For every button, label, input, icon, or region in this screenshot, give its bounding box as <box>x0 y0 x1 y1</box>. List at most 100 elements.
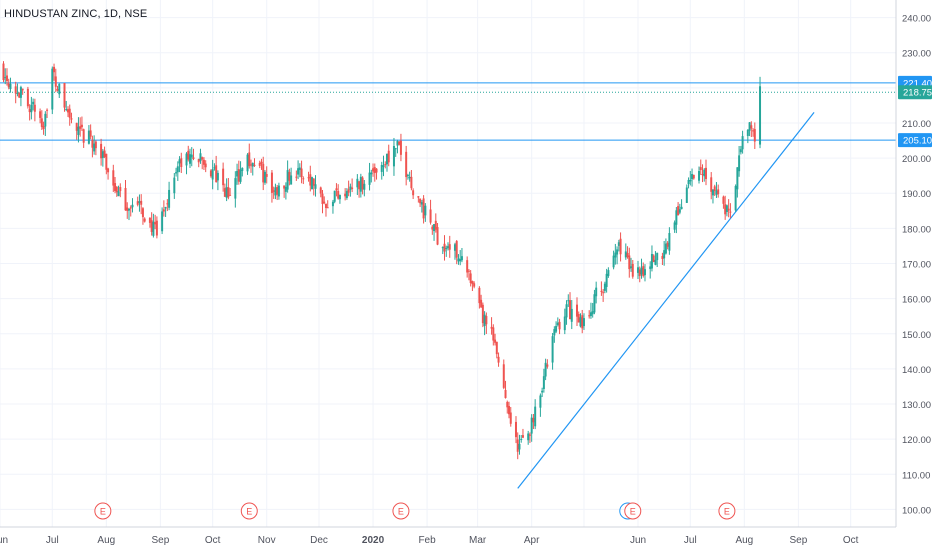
price-tick-label: 110.00 <box>902 470 930 481</box>
candle-body <box>344 193 347 197</box>
candle-body <box>351 187 354 189</box>
candle-body <box>467 270 470 272</box>
candle-body <box>466 260 469 273</box>
level-badge-label: 221.40 <box>903 78 932 89</box>
candle-body <box>117 191 120 197</box>
candle-body <box>75 122 78 131</box>
candle-body <box>703 169 706 177</box>
time-tick-label: Mar <box>469 535 487 546</box>
candle-body <box>738 155 741 172</box>
candle-body <box>246 154 249 172</box>
candle-body <box>638 269 641 277</box>
candle-body <box>710 177 713 192</box>
candle-body <box>422 198 425 219</box>
candle-body <box>729 211 732 213</box>
candle-body <box>654 259 657 265</box>
candle-body <box>704 167 707 180</box>
candle-body <box>687 179 690 185</box>
candle-body <box>26 88 29 107</box>
candle-body <box>527 433 530 441</box>
horizontal-levels[interactable] <box>0 82 896 141</box>
candle-body <box>689 180 692 182</box>
earnings-event-marker[interactable]: E <box>392 502 410 520</box>
candle-body <box>236 170 239 177</box>
time-tick-label: Sep <box>151 535 169 546</box>
candle-body <box>394 148 397 150</box>
candle-body <box>143 218 146 222</box>
candle-body <box>680 206 683 210</box>
candle-body <box>579 317 582 327</box>
candle-body <box>591 311 594 315</box>
candle-body <box>209 170 212 177</box>
event-label: E <box>100 507 106 517</box>
candle-body <box>272 190 275 192</box>
candle-body <box>385 153 388 165</box>
time-tick-label: Aug <box>97 535 115 546</box>
candle-body <box>678 209 681 213</box>
candle-body <box>223 188 226 197</box>
candle-body <box>14 86 17 94</box>
candle-body <box>539 395 542 408</box>
candle-body <box>136 201 139 205</box>
candle-body <box>260 161 263 164</box>
candle-body <box>556 322 559 326</box>
candle-body <box>66 109 69 113</box>
candle-body <box>101 151 104 158</box>
price-tick-label: 140.00 <box>902 365 931 376</box>
candle-body <box>528 434 531 436</box>
candle-body <box>89 130 92 137</box>
candle-body <box>93 143 96 152</box>
candle-body <box>495 341 498 355</box>
time-axis[interactable]: Jun Jul Aug Sep Oct Nov Dec 2020 Feb Mar Apr Jun Jul… <box>0 535 859 546</box>
candle-body <box>420 202 423 205</box>
trendline[interactable] <box>517 112 815 489</box>
candle-body <box>53 66 56 73</box>
candle-body <box>372 168 375 172</box>
candle-body <box>530 417 533 434</box>
chart-title: HINDUSTAN ZINC, 1D, NSE <box>4 8 148 20</box>
candle-body <box>155 220 158 236</box>
candle-body <box>237 169 240 182</box>
candle-body <box>624 251 627 258</box>
candle-body <box>119 187 122 192</box>
candle-body <box>483 314 486 326</box>
candle-body <box>534 406 537 427</box>
candle-body <box>459 259 462 262</box>
earnings-event-marker[interactable]: E <box>619 502 642 520</box>
candle-body <box>173 177 176 194</box>
time-tick-label: Dec <box>310 535 328 546</box>
candle-body <box>309 174 312 186</box>
candle-body <box>326 207 329 209</box>
time-tick-label: Jul <box>46 535 59 546</box>
candle-body <box>28 109 31 113</box>
candle-body <box>544 362 547 377</box>
candle-body <box>274 187 277 196</box>
earnings-event-marker[interactable]: E <box>94 502 112 520</box>
level-badge-label: 205.10 <box>903 136 932 147</box>
price-tick-label: 130.00 <box>902 400 931 411</box>
candle-body <box>356 178 359 188</box>
price-tick-label: 210.00 <box>902 119 931 130</box>
candle-body <box>270 172 273 193</box>
candle-body <box>337 190 340 199</box>
candle-body <box>563 316 566 331</box>
candle-body <box>77 126 80 135</box>
earnings-event-marker[interactable]: E <box>240 502 258 520</box>
trendline-layer[interactable] <box>517 112 815 489</box>
candle-body <box>105 153 108 170</box>
price-tick-label: 170.00 <box>902 260 931 271</box>
candle-body <box>197 159 200 163</box>
candle-body <box>100 143 103 159</box>
candle-body <box>225 187 228 198</box>
candle-body <box>87 130 90 144</box>
candle-body <box>175 172 178 174</box>
earnings-event-marker[interactable]: E <box>718 502 736 520</box>
candle-body <box>176 166 179 173</box>
candle-body <box>396 141 399 146</box>
candle-body <box>666 242 669 247</box>
candle-body <box>412 190 415 196</box>
candle-body <box>628 255 631 270</box>
